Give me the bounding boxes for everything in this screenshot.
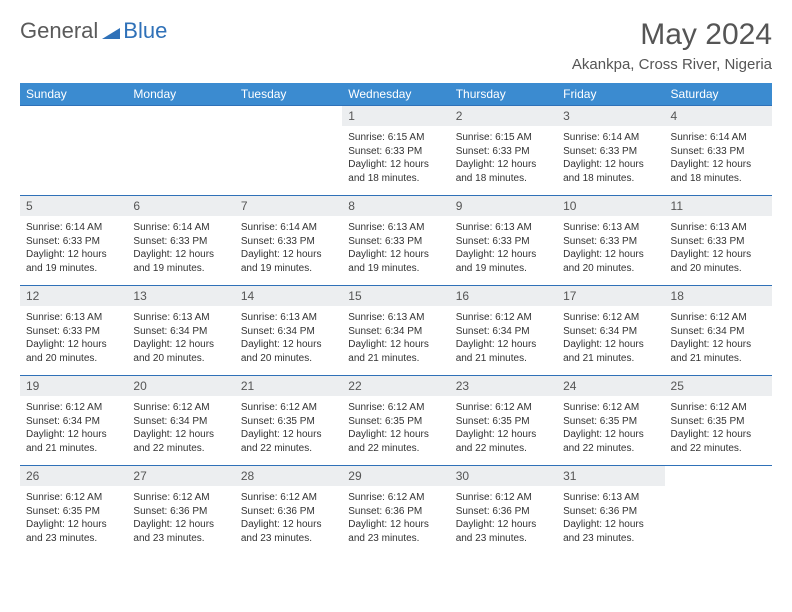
day-number-cell: 3 [557,106,664,127]
day-number-cell: 6 [127,196,234,217]
day-details-cell: Sunrise: 6:14 AMSunset: 6:33 PMDaylight:… [557,126,664,196]
day-details-cell: Sunrise: 6:12 AMSunset: 6:35 PMDaylight:… [342,396,449,466]
day-number-cell: 12 [20,286,127,307]
day-details-empty [127,126,234,196]
day-number-cell: 14 [235,286,342,307]
day-number-cell: 4 [665,106,772,127]
day-number-cell: 19 [20,376,127,397]
day-details-cell: Sunrise: 6:14 AMSunset: 6:33 PMDaylight:… [127,216,234,286]
weekday-header: Sunday [20,83,127,106]
day-number-cell: 16 [450,286,557,307]
day-number-cell: 25 [665,376,772,397]
day-number-cell: 15 [342,286,449,307]
day-details-cell: Sunrise: 6:13 AMSunset: 6:33 PMDaylight:… [20,306,127,376]
day-details-empty [665,486,772,555]
day-number-cell: 26 [20,466,127,487]
day-details-cell: Sunrise: 6:12 AMSunset: 6:36 PMDaylight:… [450,486,557,555]
day-number-cell: 13 [127,286,234,307]
day-number-row: 262728293031 [20,466,772,487]
day-details-cell: Sunrise: 6:12 AMSunset: 6:35 PMDaylight:… [557,396,664,466]
day-number-cell: 30 [450,466,557,487]
day-details-cell: Sunrise: 6:12 AMSunset: 6:36 PMDaylight:… [342,486,449,555]
day-details-cell: Sunrise: 6:14 AMSunset: 6:33 PMDaylight:… [20,216,127,286]
weekday-header: Monday [127,83,234,106]
day-number-cell: 9 [450,196,557,217]
day-details-cell: Sunrise: 6:13 AMSunset: 6:33 PMDaylight:… [557,216,664,286]
day-number-cell: 8 [342,196,449,217]
calendar-table: SundayMondayTuesdayWednesdayThursdayFrid… [20,83,772,555]
title-block: May 2024 Akankpa, Cross River, Nigeria [572,18,772,73]
day-details-cell: Sunrise: 6:13 AMSunset: 6:34 PMDaylight:… [342,306,449,376]
day-details-row: Sunrise: 6:14 AMSunset: 6:33 PMDaylight:… [20,216,772,286]
day-number-cell: 29 [342,466,449,487]
day-number-cell: 22 [342,376,449,397]
day-details-cell: Sunrise: 6:13 AMSunset: 6:33 PMDaylight:… [665,216,772,286]
day-details-row: Sunrise: 6:15 AMSunset: 6:33 PMDaylight:… [20,126,772,196]
day-number-cell: 11 [665,196,772,217]
weekday-header: Tuesday [235,83,342,106]
header-row: General Blue May 2024 Akankpa, Cross Riv… [20,18,772,73]
day-number-empty [665,466,772,487]
day-number-cell: 10 [557,196,664,217]
day-number-row: 567891011 [20,196,772,217]
day-details-empty [235,126,342,196]
day-details-cell: Sunrise: 6:12 AMSunset: 6:35 PMDaylight:… [450,396,557,466]
weekday-header: Saturday [665,83,772,106]
weekday-header: Wednesday [342,83,449,106]
day-number-cell: 21 [235,376,342,397]
day-number-cell: 28 [235,466,342,487]
day-details-cell: Sunrise: 6:12 AMSunset: 6:36 PMDaylight:… [127,486,234,555]
day-details-cell: Sunrise: 6:13 AMSunset: 6:34 PMDaylight:… [127,306,234,376]
day-details-cell: Sunrise: 6:13 AMSunset: 6:33 PMDaylight:… [342,216,449,286]
day-number-cell: 7 [235,196,342,217]
day-details-cell: Sunrise: 6:12 AMSunset: 6:34 PMDaylight:… [557,306,664,376]
calendar-header: SundayMondayTuesdayWednesdayThursdayFrid… [20,83,772,106]
day-number-empty [235,106,342,127]
day-details-cell: Sunrise: 6:13 AMSunset: 6:34 PMDaylight:… [235,306,342,376]
day-number-cell: 1 [342,106,449,127]
day-details-row: Sunrise: 6:13 AMSunset: 6:33 PMDaylight:… [20,306,772,376]
day-details-cell: Sunrise: 6:12 AMSunset: 6:34 PMDaylight:… [450,306,557,376]
day-number-row: 12131415161718 [20,286,772,307]
day-number-row: 1234 [20,106,772,127]
day-number-cell: 18 [665,286,772,307]
day-details-cell: Sunrise: 6:12 AMSunset: 6:34 PMDaylight:… [20,396,127,466]
brand-word-2: Blue [123,18,167,44]
day-details-row: Sunrise: 6:12 AMSunset: 6:35 PMDaylight:… [20,486,772,555]
day-number-cell: 2 [450,106,557,127]
day-number-cell: 17 [557,286,664,307]
weekday-header: Thursday [450,83,557,106]
day-number-cell: 24 [557,376,664,397]
day-details-cell: Sunrise: 6:12 AMSunset: 6:34 PMDaylight:… [127,396,234,466]
brand-word-1: General [20,18,98,44]
day-details-cell: Sunrise: 6:12 AMSunset: 6:35 PMDaylight:… [235,396,342,466]
brand-logo: General Blue [20,18,167,44]
day-details-cell: Sunrise: 6:14 AMSunset: 6:33 PMDaylight:… [235,216,342,286]
day-number-empty [127,106,234,127]
month-title: May 2024 [572,18,772,52]
day-details-cell: Sunrise: 6:12 AMSunset: 6:35 PMDaylight:… [665,396,772,466]
day-number-empty [20,106,127,127]
day-number-cell: 23 [450,376,557,397]
day-details-cell: Sunrise: 6:13 AMSunset: 6:33 PMDaylight:… [450,216,557,286]
brand-triangle-icon [102,25,120,39]
day-details-cell: Sunrise: 6:15 AMSunset: 6:33 PMDaylight:… [342,126,449,196]
day-details-empty [20,126,127,196]
day-details-row: Sunrise: 6:12 AMSunset: 6:34 PMDaylight:… [20,396,772,466]
day-details-cell: Sunrise: 6:15 AMSunset: 6:33 PMDaylight:… [450,126,557,196]
day-details-cell: Sunrise: 6:13 AMSunset: 6:36 PMDaylight:… [557,486,664,555]
day-details-cell: Sunrise: 6:14 AMSunset: 6:33 PMDaylight:… [665,126,772,196]
day-details-cell: Sunrise: 6:12 AMSunset: 6:34 PMDaylight:… [665,306,772,376]
day-number-cell: 27 [127,466,234,487]
day-details-cell: Sunrise: 6:12 AMSunset: 6:36 PMDaylight:… [235,486,342,555]
day-number-cell: 31 [557,466,664,487]
day-details-cell: Sunrise: 6:12 AMSunset: 6:35 PMDaylight:… [20,486,127,555]
location-text: Akankpa, Cross River, Nigeria [572,56,772,73]
day-number-row: 19202122232425 [20,376,772,397]
day-number-cell: 20 [127,376,234,397]
weekday-header: Friday [557,83,664,106]
day-number-cell: 5 [20,196,127,217]
